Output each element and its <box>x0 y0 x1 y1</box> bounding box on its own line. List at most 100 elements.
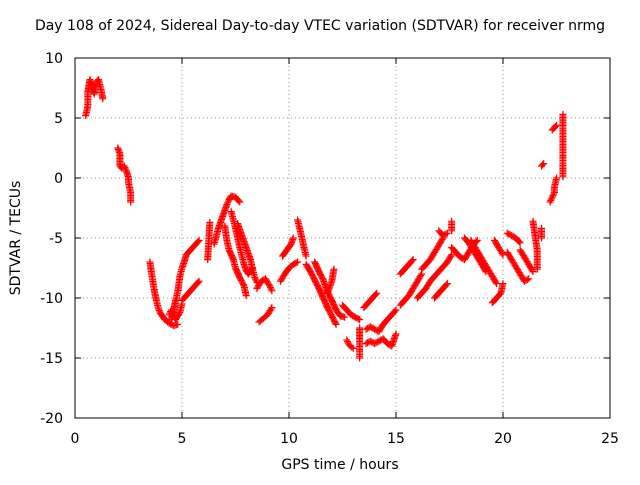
x-tick-label: 15 <box>387 431 405 447</box>
data-point <box>516 239 524 247</box>
y-tick-label: 5 <box>54 111 63 127</box>
plot-border <box>74 57 611 419</box>
data-point <box>529 268 537 276</box>
data-point <box>236 198 244 206</box>
data-point <box>268 287 276 295</box>
data-point <box>343 338 351 346</box>
data-point <box>492 278 500 286</box>
data-point <box>553 121 560 129</box>
data-point <box>302 252 310 260</box>
data-point <box>354 315 362 323</box>
data-point <box>493 280 501 288</box>
data-point <box>235 197 243 205</box>
data-point <box>499 280 507 288</box>
data-point <box>195 236 203 244</box>
y-tick-label: -5 <box>49 231 63 247</box>
data-point <box>266 282 274 290</box>
data-point <box>391 307 399 315</box>
data-point <box>539 161 547 169</box>
data-point <box>549 192 557 200</box>
data-point <box>498 249 506 257</box>
data-point <box>341 313 349 321</box>
data-point <box>194 238 202 246</box>
data-point <box>442 230 450 238</box>
data-point <box>239 281 247 289</box>
data-point <box>408 257 416 265</box>
data-point <box>525 275 533 283</box>
data-point <box>356 316 364 324</box>
data-point <box>266 284 274 292</box>
data-point <box>251 274 259 282</box>
data-point <box>195 277 203 285</box>
data-point <box>547 196 555 204</box>
y-tick-label: 10 <box>45 51 63 67</box>
data-point <box>175 310 183 318</box>
data-point <box>533 265 541 273</box>
data-point <box>392 330 400 338</box>
data-point <box>289 234 297 242</box>
data-point <box>120 162 128 170</box>
y-axis-label: SDTVAR / TECUs <box>8 180 24 296</box>
data-point <box>443 229 451 237</box>
data-points <box>82 76 567 362</box>
grid-lines <box>75 58 610 418</box>
data-point <box>251 275 259 283</box>
data-point <box>267 305 275 313</box>
data-point <box>551 122 559 130</box>
data-point <box>223 200 231 208</box>
data-point <box>224 199 232 207</box>
data-point <box>559 173 567 181</box>
data-point <box>229 254 237 262</box>
data-point <box>540 160 548 168</box>
y-tick-label: -20 <box>40 411 63 427</box>
data-point <box>392 306 400 314</box>
data-point <box>447 252 455 260</box>
axis-ticks: 0 5 10 15 20 25 -20 -15 -10 -5 0 5 10 <box>40 51 619 447</box>
data-point <box>265 281 273 289</box>
data-point <box>267 285 275 293</box>
data-point <box>194 278 202 286</box>
data-point <box>206 218 214 226</box>
data-point <box>122 165 130 173</box>
data-point <box>292 259 300 267</box>
data-point <box>538 224 546 232</box>
x-tick-label: 25 <box>601 431 619 447</box>
data-point <box>268 304 276 312</box>
data-point <box>332 320 340 328</box>
x-axis-label: GPS time / hours <box>281 457 399 473</box>
data-point <box>528 266 536 274</box>
data-point <box>348 343 356 351</box>
data-point <box>331 319 339 327</box>
data-point <box>546 198 554 206</box>
data-point <box>548 195 556 203</box>
data-point <box>154 305 162 313</box>
data-point <box>409 256 417 264</box>
data-point <box>473 236 481 244</box>
x-tick-label: 20 <box>494 431 512 447</box>
data-point <box>121 164 129 172</box>
data-point <box>548 193 556 201</box>
data-point <box>373 289 381 297</box>
data-point <box>417 271 425 279</box>
data-point <box>499 251 507 259</box>
data-point <box>372 290 380 298</box>
data-point <box>343 336 351 344</box>
data-point <box>443 280 451 288</box>
x-tick-label: 0 <box>71 431 80 447</box>
data-point <box>550 190 558 198</box>
y-tick-label: -10 <box>40 291 63 307</box>
data-point <box>356 354 364 362</box>
data-point <box>448 251 456 259</box>
y-tick-label: 0 <box>54 171 63 187</box>
data-point <box>523 276 531 284</box>
data-point <box>448 217 456 225</box>
data-point <box>242 292 250 300</box>
data-point <box>155 306 163 314</box>
data-point <box>174 320 182 328</box>
data-point <box>553 174 560 182</box>
data-point <box>349 344 357 352</box>
x-tick-label: 10 <box>280 431 298 447</box>
data-point <box>99 95 107 103</box>
